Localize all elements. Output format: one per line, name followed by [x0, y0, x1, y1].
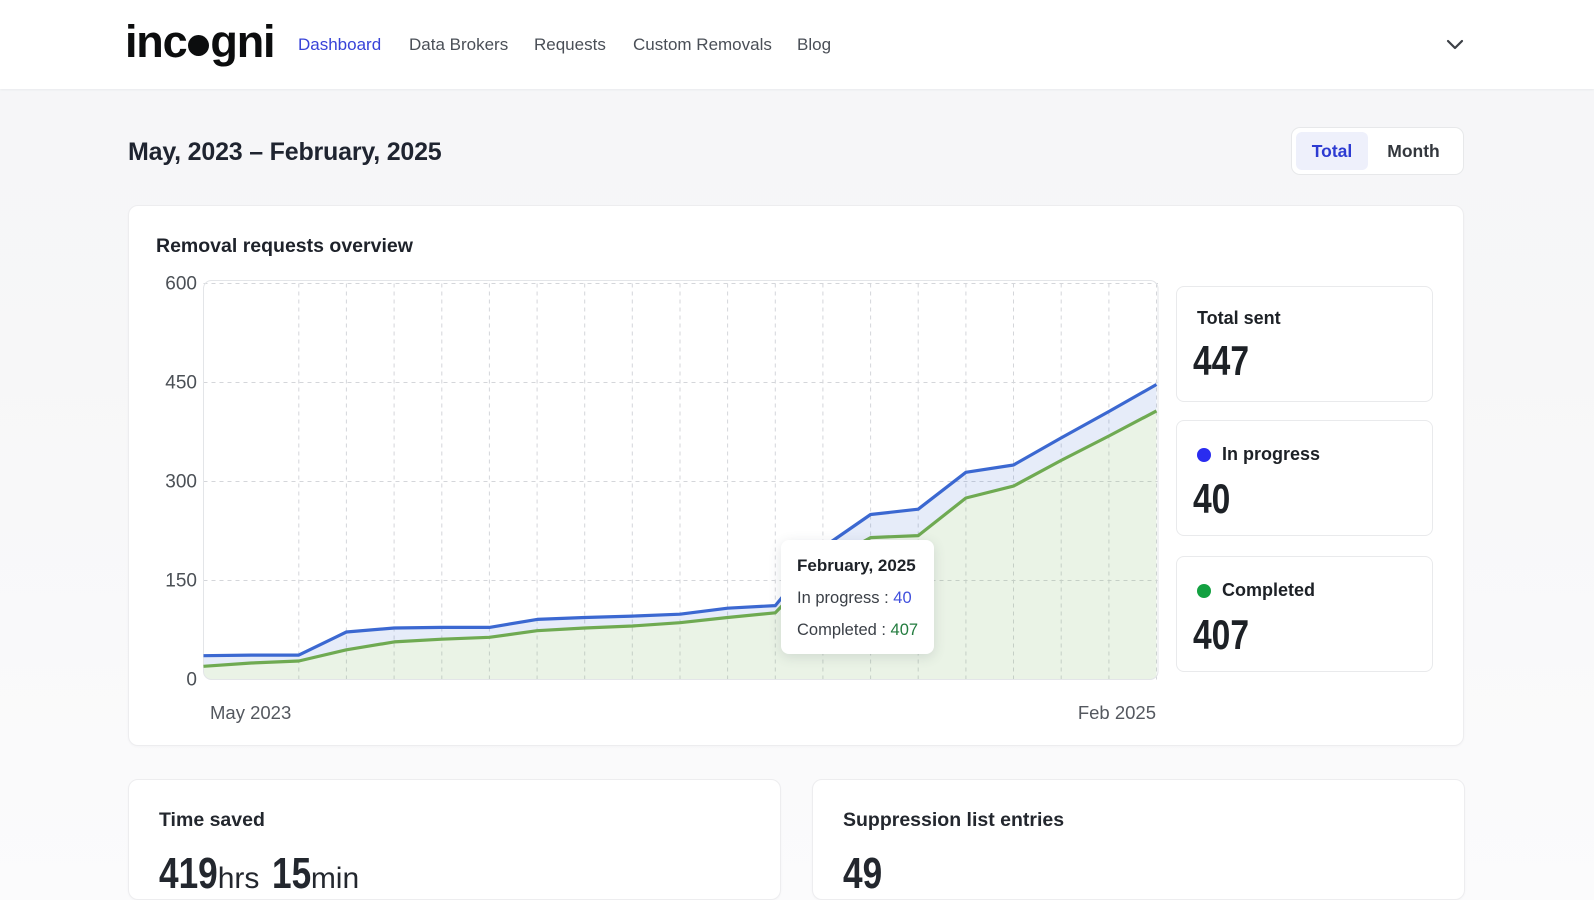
svg-text:150: 150 — [165, 571, 197, 592]
svg-text:450: 450 — [165, 373, 197, 394]
svg-text:May 2023: May 2023 — [210, 702, 291, 723]
svg-text:300: 300 — [165, 472, 197, 493]
svg-text:0: 0 — [186, 670, 197, 691]
svg-text:Feb 2025: Feb 2025 — [1078, 702, 1156, 723]
svg-text:600: 600 — [165, 274, 197, 295]
